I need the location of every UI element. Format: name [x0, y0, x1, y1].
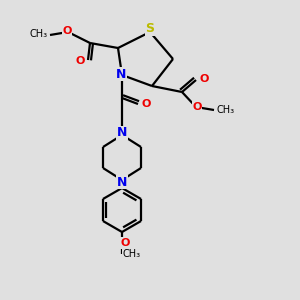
Text: N: N — [116, 68, 126, 80]
Text: N: N — [117, 176, 127, 188]
Text: S: S — [146, 22, 154, 35]
Text: O: O — [141, 99, 151, 109]
Text: O: O — [75, 56, 85, 66]
Text: CH₃: CH₃ — [123, 249, 141, 259]
Text: O: O — [120, 238, 130, 248]
Text: O: O — [199, 74, 209, 84]
Text: O: O — [62, 26, 72, 36]
Text: N: N — [117, 127, 127, 140]
Text: O: O — [192, 102, 202, 112]
Text: CH₃: CH₃ — [30, 29, 48, 39]
Text: CH₃: CH₃ — [217, 105, 235, 115]
